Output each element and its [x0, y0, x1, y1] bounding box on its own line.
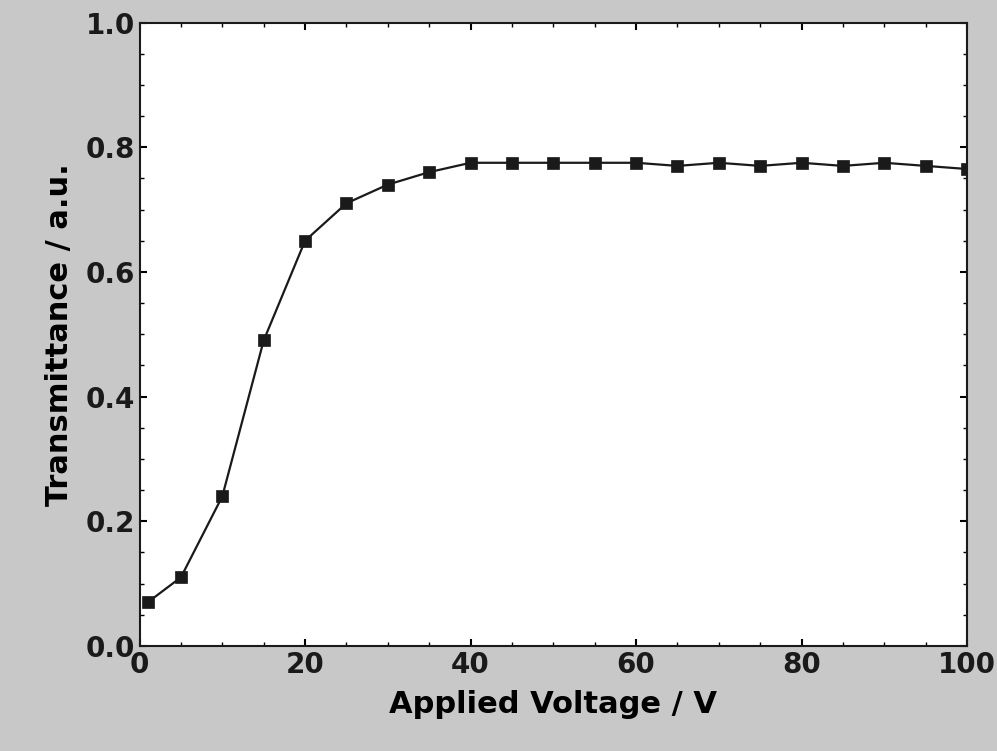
- Y-axis label: Transmittance / a.u.: Transmittance / a.u.: [45, 163, 74, 505]
- X-axis label: Applied Voltage / V: Applied Voltage / V: [390, 690, 717, 719]
